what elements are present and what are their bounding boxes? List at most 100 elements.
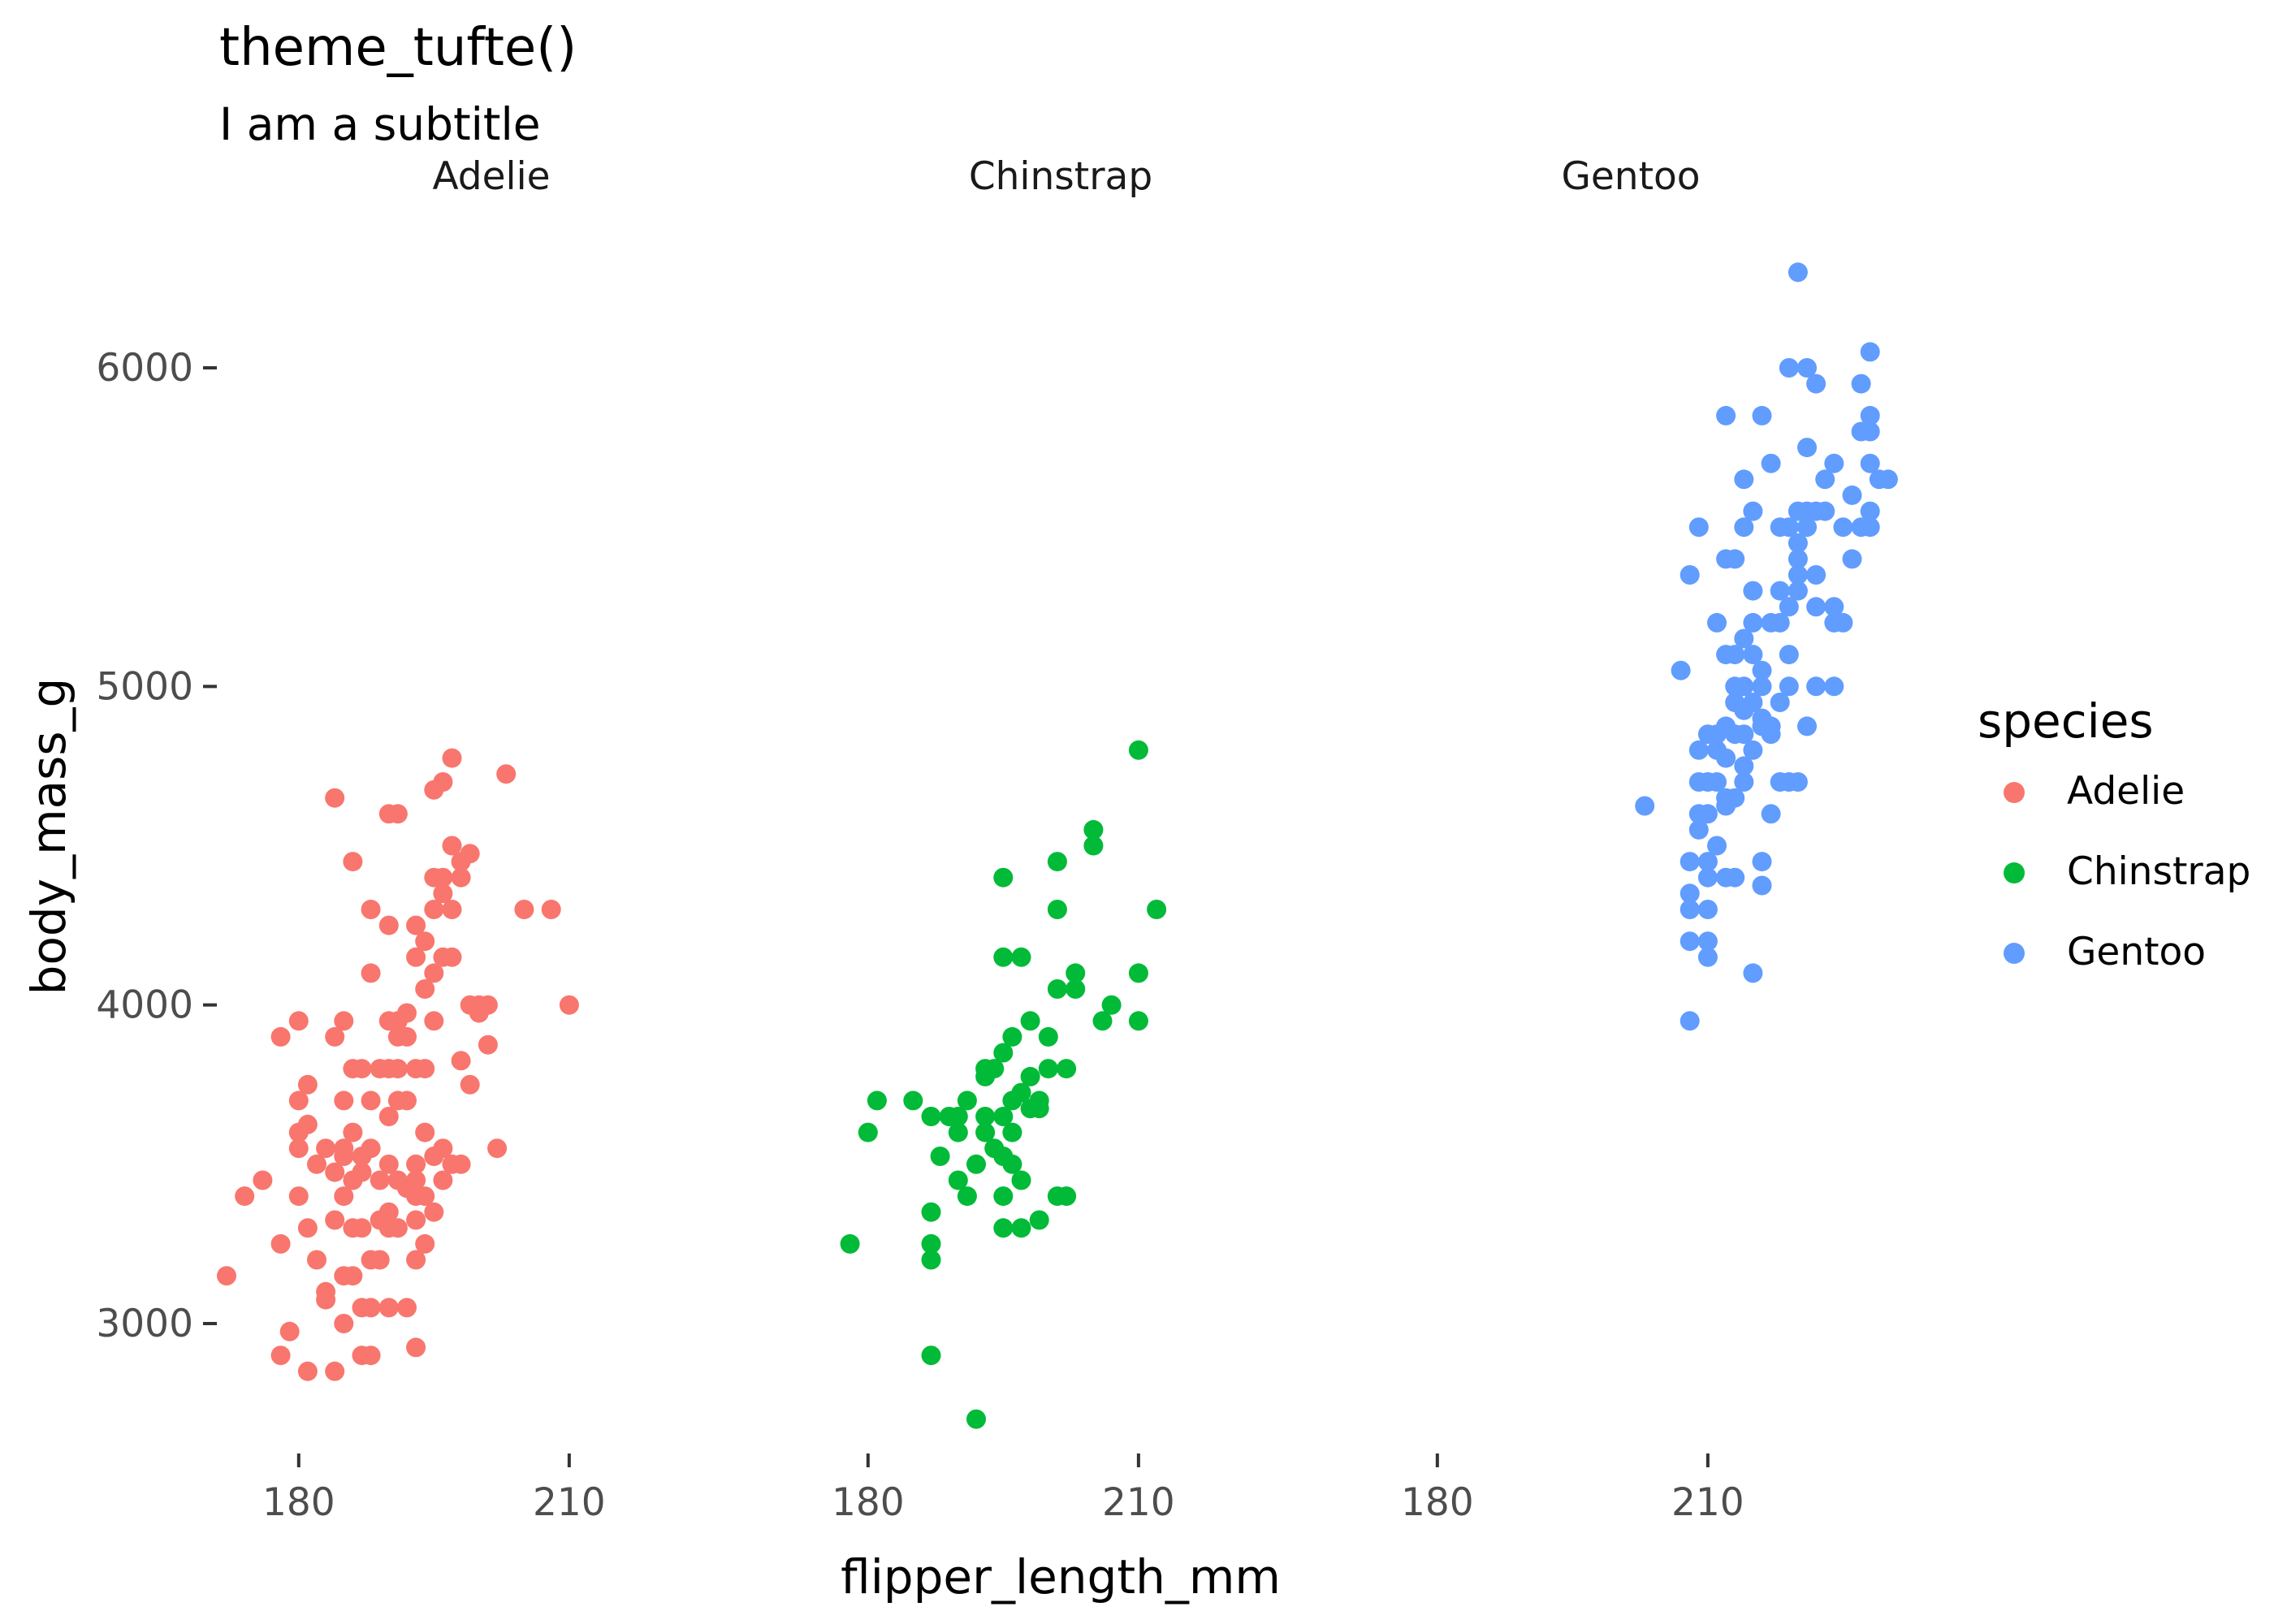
chart-subtitle: I am a subtitle <box>219 98 541 150</box>
point-adelie-14 <box>297 1218 318 1238</box>
point-gentoo-61 <box>1761 716 1781 736</box>
point-gentoo-17 <box>1697 867 1718 888</box>
point-gentoo-5 <box>1680 852 1700 872</box>
point-chinstrap-14 <box>966 1154 986 1174</box>
series-chinstrap <box>840 740 1167 1429</box>
y-tick-label-3000: 3000 <box>96 1302 193 1346</box>
point-adelie-13 <box>297 1074 318 1095</box>
point-gentoo-99 <box>1842 485 1862 505</box>
point-chinstrap-23 <box>993 1107 1014 1126</box>
point-gentoo-105 <box>1860 342 1880 362</box>
point-chinstrap-40 <box>1029 1210 1049 1230</box>
point-adelie-101 <box>433 1138 453 1159</box>
point-adelie-38 <box>343 1266 363 1286</box>
point-gentoo-2 <box>1680 1011 1700 1031</box>
point-gentoo-1 <box>1671 660 1691 680</box>
point-adelie-33 <box>343 852 363 872</box>
point-gentoo-86 <box>1797 517 1817 538</box>
point-gentoo-75 <box>1788 549 1808 569</box>
point-adelie-58 <box>378 1107 399 1126</box>
point-gentoo-110 <box>1878 469 1898 490</box>
point-gentoo-108 <box>1860 421 1880 442</box>
point-adelie-23 <box>325 1210 345 1230</box>
point-gentoo-91 <box>1815 469 1835 490</box>
point-adelie-121 <box>487 1138 508 1159</box>
point-gentoo-9 <box>1688 740 1709 760</box>
point-chinstrap-53 <box>1092 1011 1113 1031</box>
point-chinstrap-13 <box>957 1091 977 1111</box>
point-adelie-64 <box>378 915 399 935</box>
point-gentoo-20 <box>1697 947 1718 967</box>
point-adelie-104 <box>433 883 453 904</box>
legend-item-gentoo: Gentoo <box>2004 930 2206 974</box>
point-gentoo-83 <box>1797 438 1817 458</box>
point-adelie-50 <box>361 1298 381 1318</box>
point-gentoo-111 <box>1716 645 1736 665</box>
point-adelie-71 <box>387 804 408 824</box>
point-adelie-53 <box>370 1170 390 1190</box>
legend-title: species <box>1978 693 2154 749</box>
legend-key-chinstrap <box>2004 862 2025 883</box>
point-gentoo-10 <box>1688 517 1709 538</box>
point-chinstrap-58 <box>1147 900 1167 919</box>
point-gentoo-95 <box>1824 597 1844 617</box>
point-adelie-1 <box>235 1186 255 1207</box>
point-chinstrap-47 <box>1057 1186 1077 1207</box>
point-gentoo-85 <box>1797 358 1817 378</box>
point-adelie-76 <box>397 1003 417 1023</box>
point-adelie-69 <box>387 1218 408 1238</box>
x-axis-title: flipper_length_mm <box>841 1549 1281 1605</box>
point-gentoo-90 <box>1806 565 1827 585</box>
legend-label-chinstrap: Chinstrap <box>2067 849 2250 894</box>
point-adelie-35 <box>343 1122 363 1142</box>
point-adelie-29 <box>334 1186 354 1207</box>
point-adelie-82 <box>406 1210 426 1230</box>
point-adelie-62 <box>378 1298 399 1318</box>
point-adelie-95 <box>424 1011 444 1031</box>
point-adelie-0 <box>217 1266 236 1286</box>
point-gentoo-13 <box>1697 931 1718 952</box>
point-gentoo-57 <box>1752 875 1772 896</box>
point-adelie-92 <box>424 900 444 919</box>
point-chinstrap-49 <box>1066 979 1086 999</box>
point-gentoo-112 <box>1734 628 1754 649</box>
point-chinstrap-30 <box>1002 1026 1022 1047</box>
legend: species Adelie Chinstrap Gentoo <box>1978 693 2250 974</box>
point-chinstrap-41 <box>1038 1026 1058 1047</box>
point-gentoo-93 <box>1824 453 1844 473</box>
point-chinstrap-20 <box>984 1059 1005 1079</box>
point-gentoo-76 <box>1788 581 1808 601</box>
point-chinstrap-5 <box>921 1345 941 1366</box>
point-chinstrap-36 <box>1020 1066 1040 1086</box>
point-gentoo-84 <box>1797 716 1817 736</box>
point-gentoo-35 <box>1725 867 1745 888</box>
point-adelie-16 <box>307 1250 326 1270</box>
point-adelie-7 <box>288 1011 309 1031</box>
point-chinstrap-21 <box>993 1186 1014 1207</box>
point-gentoo-46 <box>1734 469 1754 490</box>
point-adelie-18 <box>316 1138 336 1159</box>
point-chinstrap-6 <box>921 1250 941 1270</box>
point-gentoo-94 <box>1824 676 1844 697</box>
point-gentoo-114 <box>1770 517 1790 538</box>
point-adelie-120 <box>478 1034 498 1055</box>
y-tick-label-6000: 6000 <box>96 346 193 391</box>
y-axis-title: body_mass_g <box>21 678 76 996</box>
legend-item-adelie: Adelie <box>2004 769 2185 814</box>
x-tick-label-gentoo-180: 180 <box>1401 1480 1474 1525</box>
point-adelie-94 <box>424 963 444 983</box>
series-adelie <box>217 748 579 1381</box>
point-adelie-6 <box>279 1321 300 1341</box>
point-adelie-110 <box>451 867 471 888</box>
point-adelie-77 <box>406 915 426 935</box>
point-adelie-106 <box>442 900 462 919</box>
point-gentoo-50 <box>1743 740 1763 760</box>
y-tick-label-5000: 5000 <box>96 664 193 709</box>
y-axis: 3000 4000 5000 6000 <box>96 346 217 1346</box>
point-gentoo-45 <box>1734 772 1754 792</box>
point-adelie-113 <box>451 1051 471 1071</box>
point-chinstrap-56 <box>1128 1011 1148 1031</box>
point-gentoo-44 <box>1734 517 1754 538</box>
point-gentoo-21 <box>1707 612 1727 633</box>
